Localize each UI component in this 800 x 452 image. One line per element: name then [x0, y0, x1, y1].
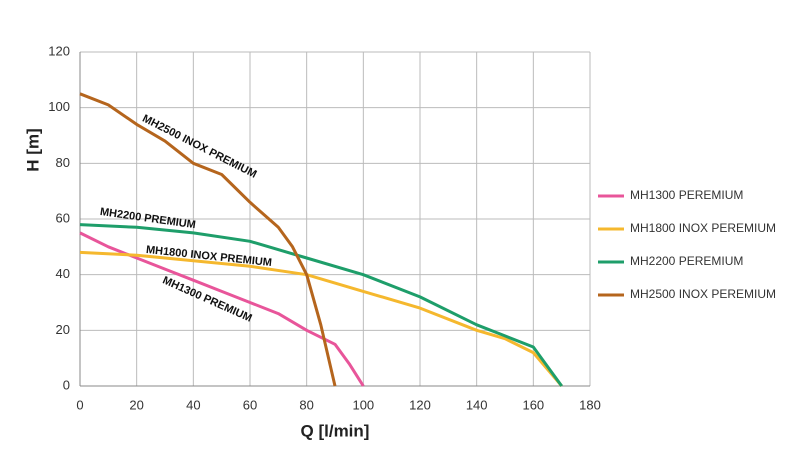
legend-label: MH1300 PEREMIUM — [630, 188, 743, 202]
x-tick-label: 120 — [409, 397, 431, 412]
y-tick-label: 120 — [48, 43, 70, 58]
series-line — [79, 250, 563, 387]
series-line — [79, 223, 563, 387]
x-tick-label: 180 — [579, 397, 601, 412]
x-tick-label: 140 — [466, 397, 488, 412]
y-axis-title: H [m] — [23, 128, 42, 171]
x-tick-label: 60 — [243, 397, 257, 412]
y-tick-label: 20 — [56, 322, 70, 337]
x-tick-label: 80 — [299, 397, 313, 412]
legend-label: MH2200 PEREMIUM — [630, 254, 743, 268]
y-tick-label: 60 — [56, 210, 70, 225]
legend-label: MH2500 INOX PEREMIUM — [630, 287, 776, 301]
y-tick-label: 40 — [56, 266, 70, 281]
x-axis-title: Q [l/min] — [301, 421, 370, 440]
x-tick-label: 100 — [352, 397, 374, 412]
legend-label: MH1800 INOX PEREMIUM — [630, 221, 776, 235]
curve-annotation: MH1800 INOX PREMIUM — [145, 244, 272, 269]
x-tick-label: 160 — [522, 397, 544, 412]
y-tick-label: 80 — [56, 155, 70, 170]
y-tick-label: 100 — [48, 99, 70, 114]
y-tick-label: 0 — [63, 377, 70, 392]
x-tick-label: 20 — [129, 397, 143, 412]
series-line — [79, 92, 337, 387]
curve-annotation: MH2500 INOX PREMIUM — [140, 113, 258, 181]
x-tick-label: 40 — [186, 397, 200, 412]
x-tick-label: 0 — [76, 397, 83, 412]
